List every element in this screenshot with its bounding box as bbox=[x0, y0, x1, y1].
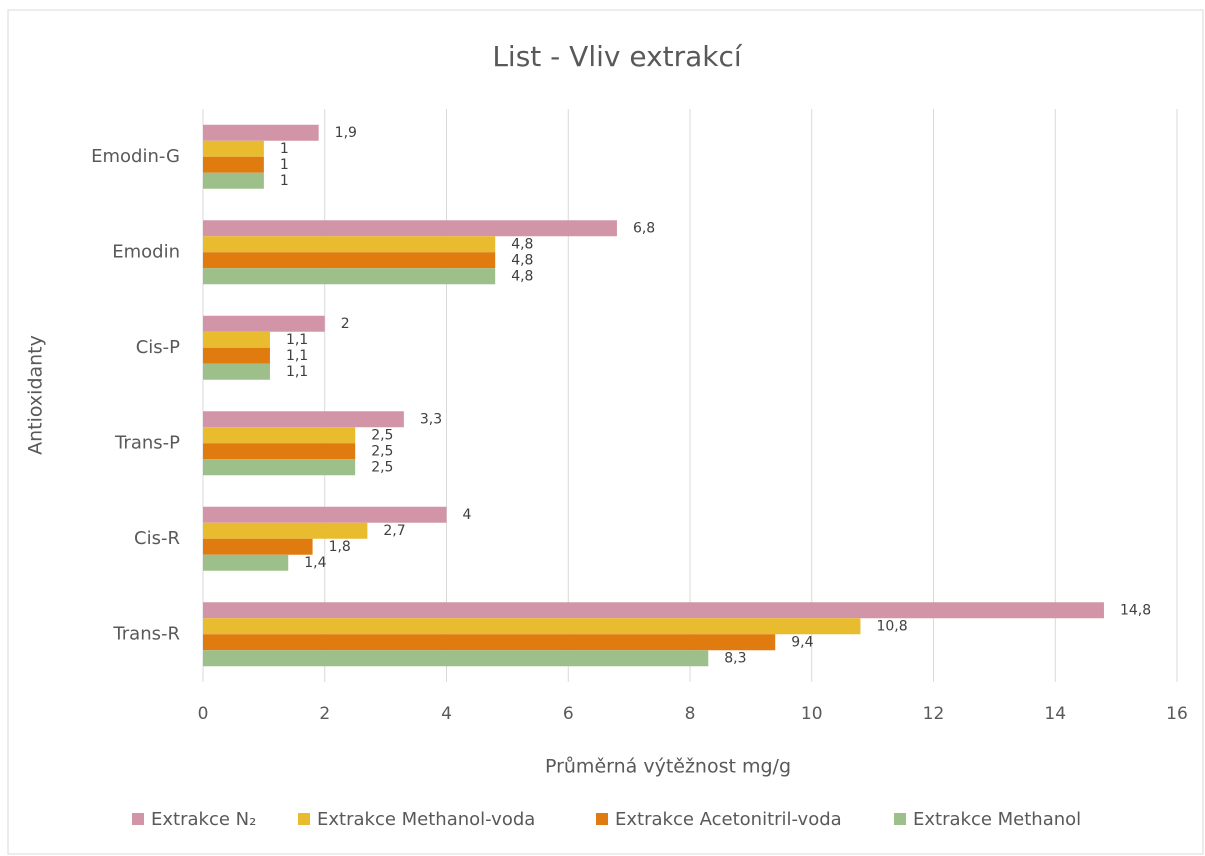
bar bbox=[203, 236, 496, 253]
bar bbox=[203, 427, 356, 444]
data-label: 2,7 bbox=[383, 523, 405, 539]
legend-label: Extrakce Acetonitril-voda bbox=[615, 809, 842, 830]
bar bbox=[203, 602, 1104, 619]
bar bbox=[203, 538, 313, 555]
data-label: 2,5 bbox=[371, 459, 393, 475]
y-tick-label: Emodin bbox=[112, 241, 180, 262]
legend-label: Extrakce Methanol-voda bbox=[317, 809, 535, 830]
data-label: 4 bbox=[463, 507, 472, 523]
bar bbox=[203, 650, 709, 667]
legend-swatch bbox=[132, 813, 144, 825]
bar bbox=[203, 363, 270, 380]
y-axis-title: Antioxidanty bbox=[25, 335, 47, 455]
legend-label: Extrakce Methanol bbox=[913, 809, 1081, 830]
bar bbox=[203, 331, 270, 348]
data-label: 4,8 bbox=[511, 236, 533, 252]
y-tick-label: Cis-R bbox=[134, 528, 180, 549]
legend-label: Extrakce N₂ bbox=[151, 809, 256, 830]
bar bbox=[203, 156, 264, 173]
bar bbox=[203, 315, 325, 332]
legend-swatch bbox=[596, 813, 608, 825]
x-tick-label: 2 bbox=[319, 704, 330, 724]
data-label: 1,1 bbox=[286, 332, 308, 348]
data-label: 2 bbox=[341, 316, 350, 332]
bar bbox=[203, 554, 289, 571]
data-label: 2,5 bbox=[371, 443, 393, 459]
bar bbox=[203, 618, 861, 635]
bar bbox=[203, 634, 776, 651]
x-tick-label: 0 bbox=[198, 704, 209, 724]
data-label: 14,8 bbox=[1120, 602, 1151, 618]
data-label: 4,8 bbox=[511, 252, 533, 268]
data-label: 1,8 bbox=[329, 539, 351, 555]
bar bbox=[203, 124, 319, 141]
bar bbox=[203, 252, 496, 269]
data-label: 1,4 bbox=[304, 555, 326, 571]
data-label: 2,5 bbox=[371, 427, 393, 443]
data-label: 3,3 bbox=[420, 411, 442, 427]
data-label: 10,8 bbox=[876, 618, 907, 634]
data-label: 1,1 bbox=[286, 348, 308, 364]
bar bbox=[203, 172, 264, 189]
bar bbox=[203, 268, 496, 285]
chart-title: List - Vliv extrakcí bbox=[492, 40, 743, 73]
bar bbox=[203, 220, 617, 237]
bar bbox=[203, 443, 356, 460]
x-tick-label: 10 bbox=[801, 704, 823, 724]
y-tick-label: Cis-P bbox=[136, 337, 180, 358]
bar bbox=[203, 347, 270, 364]
y-tick-label: Emodin-G bbox=[91, 146, 180, 167]
x-tick-label: 14 bbox=[1044, 704, 1066, 724]
legend-swatch bbox=[298, 813, 310, 825]
bar bbox=[203, 459, 356, 476]
bar bbox=[203, 411, 404, 428]
bar bbox=[203, 522, 368, 539]
data-label: 1 bbox=[280, 141, 289, 157]
data-label: 1,9 bbox=[335, 125, 357, 141]
x-tick-label: 8 bbox=[685, 704, 696, 724]
data-label: 4,8 bbox=[511, 268, 533, 284]
x-tick-label: 16 bbox=[1166, 704, 1188, 724]
x-tick-label: 12 bbox=[923, 704, 945, 724]
data-label: 6,8 bbox=[633, 220, 655, 236]
y-tick-label: Trans-R bbox=[112, 623, 180, 644]
data-label: 1 bbox=[280, 173, 289, 189]
data-label: 1,1 bbox=[286, 364, 308, 380]
data-label: 9,4 bbox=[791, 634, 813, 650]
data-label: 8,3 bbox=[724, 650, 746, 666]
bar bbox=[203, 506, 447, 523]
chart-frame bbox=[7, 9, 1204, 855]
x-tick-label: 6 bbox=[563, 704, 574, 724]
x-tick-label: 4 bbox=[441, 704, 452, 724]
bar bbox=[203, 140, 264, 157]
x-axis-title: Průměrná výtěžnost mg/g bbox=[545, 756, 791, 778]
y-tick-label: Trans-P bbox=[114, 432, 180, 453]
data-label: 1 bbox=[280, 157, 289, 173]
legend-swatch bbox=[894, 813, 906, 825]
